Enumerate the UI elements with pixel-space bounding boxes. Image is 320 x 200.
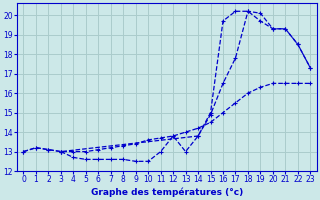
X-axis label: Graphe des températures (°c): Graphe des températures (°c) (91, 187, 243, 197)
